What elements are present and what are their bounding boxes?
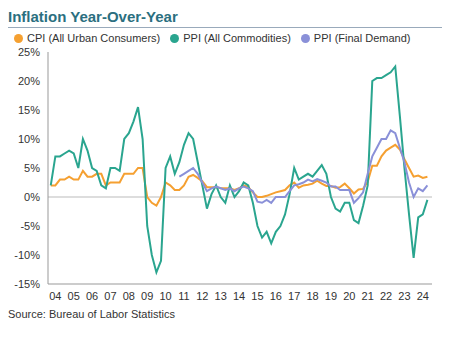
html-text:Source: Bureau of Labor Statis: Source: Bureau of Labor Statistics [8, 308, 175, 320]
svg-text:11: 11 [178, 290, 189, 302]
svg-text:18: 18 [306, 290, 318, 302]
svg-text:0%: 0% [24, 191, 40, 203]
html-text:PPI (All Commodities): PPI (All Commodities) [183, 32, 291, 44]
svg-text:06: 06 [86, 290, 98, 302]
svg-text:-5%: -5% [20, 220, 40, 232]
svg-text:13: 13 [215, 290, 227, 302]
svg-text:14: 14 [233, 290, 245, 302]
svg-text:20%: 20% [18, 75, 40, 87]
html-text:CPI (All Urban Consumers): CPI (All Urban Consumers) [27, 32, 161, 44]
svg-text:23: 23 [398, 290, 410, 302]
html-text:PPI (Final Demand): PPI (Final Demand) [313, 32, 411, 44]
svg-text:21: 21 [362, 290, 374, 302]
svg-text:08: 08 [123, 290, 135, 302]
svg-text:10%: 10% [18, 133, 40, 145]
svg-text:15%: 15% [18, 104, 40, 116]
svg-text:05: 05 [68, 290, 80, 302]
svg-text:12: 12 [196, 290, 208, 302]
svg-text:09: 09 [141, 290, 153, 302]
svg-text:10: 10 [159, 290, 171, 302]
svg-text:22: 22 [380, 290, 392, 302]
html-text:Inflation Year-Over-Year: Inflation Year-Over-Year [8, 8, 178, 25]
svg-text:-15%: -15% [14, 278, 40, 290]
svg-text:07: 07 [104, 290, 116, 302]
svg-text:20: 20 [343, 290, 355, 302]
svg-text:04: 04 [49, 290, 61, 302]
svg-text:25%: 25% [18, 46, 40, 58]
svg-text:24: 24 [417, 290, 429, 302]
svg-text:19: 19 [325, 290, 337, 302]
svg-text:5%: 5% [24, 162, 40, 174]
svg-text:-10%: -10% [14, 249, 40, 261]
svg-text:16: 16 [270, 290, 282, 302]
svg-text:17: 17 [288, 290, 300, 302]
svg-text:15: 15 [251, 290, 263, 302]
